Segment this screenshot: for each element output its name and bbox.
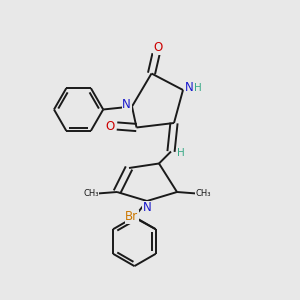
Text: CH₃: CH₃ [195, 189, 211, 198]
Text: H: H [177, 148, 184, 158]
Text: Br: Br [125, 210, 138, 223]
Text: N: N [184, 81, 194, 94]
Text: N: N [142, 201, 152, 214]
Text: H: H [194, 83, 202, 93]
Text: CH₃: CH₃ [83, 189, 99, 198]
Text: O: O [106, 119, 115, 133]
Text: O: O [154, 41, 163, 55]
Text: N: N [122, 98, 131, 111]
